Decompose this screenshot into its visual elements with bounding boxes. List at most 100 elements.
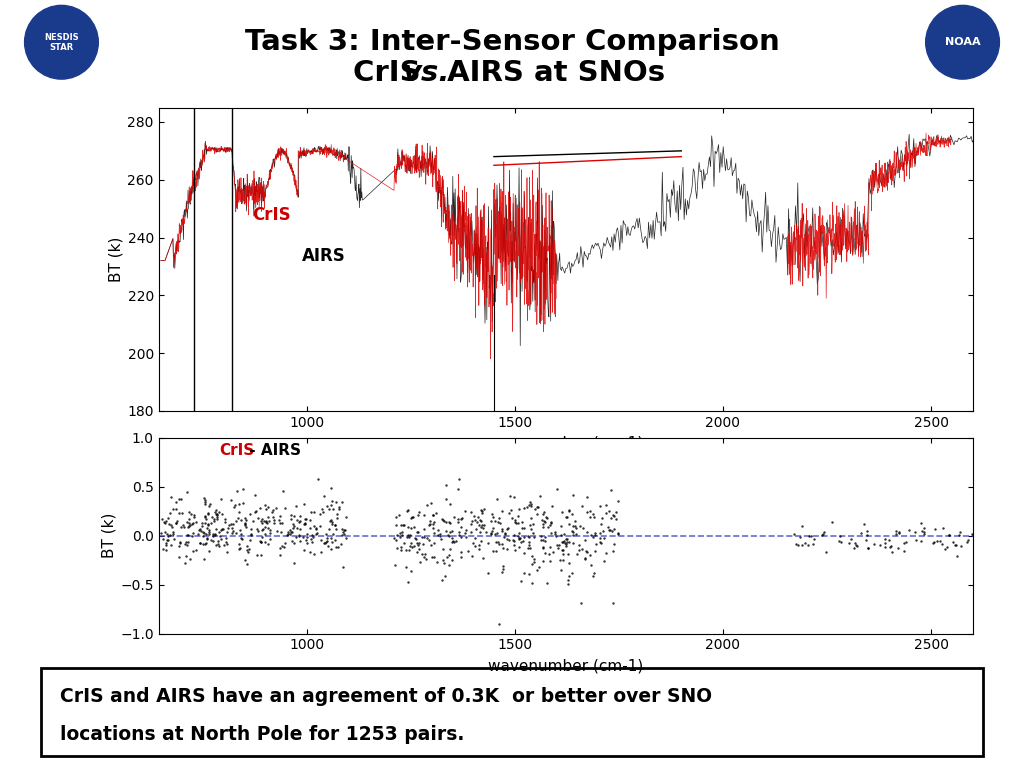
Point xyxy=(579,546,595,558)
Point xyxy=(534,530,550,542)
Point xyxy=(522,541,539,554)
Point xyxy=(215,522,231,535)
Point xyxy=(233,533,250,545)
Point xyxy=(514,535,530,547)
Point xyxy=(402,511,419,524)
Point xyxy=(288,531,304,544)
Point xyxy=(199,533,215,545)
Point xyxy=(561,505,578,517)
Point xyxy=(433,513,450,525)
Point xyxy=(168,496,184,508)
Point xyxy=(416,538,432,550)
Point xyxy=(318,532,335,545)
Point xyxy=(865,538,882,550)
Point xyxy=(402,540,419,552)
Point xyxy=(333,538,349,550)
Point xyxy=(511,503,527,515)
Point xyxy=(334,523,350,535)
Point xyxy=(429,556,445,568)
Point xyxy=(841,537,857,549)
Point xyxy=(877,541,893,554)
Point xyxy=(514,515,530,528)
Point xyxy=(199,532,215,545)
Point xyxy=(297,517,313,529)
Point xyxy=(513,575,529,588)
Point xyxy=(441,515,458,528)
Point xyxy=(253,515,269,527)
Point xyxy=(218,532,234,545)
Point xyxy=(537,535,553,547)
Point xyxy=(583,548,599,561)
Point xyxy=(209,511,225,523)
Point xyxy=(327,518,343,531)
Point xyxy=(561,557,578,569)
Point xyxy=(484,511,501,523)
Point xyxy=(253,536,269,548)
Point xyxy=(432,530,449,542)
Point xyxy=(407,532,423,545)
Point xyxy=(178,485,195,498)
Point xyxy=(257,528,273,541)
Point xyxy=(257,521,273,534)
Point xyxy=(490,535,507,548)
Point xyxy=(228,527,245,539)
Point xyxy=(550,541,566,554)
Point xyxy=(323,499,339,511)
Point xyxy=(426,537,442,549)
Point xyxy=(542,554,558,567)
Point xyxy=(559,511,575,523)
Point xyxy=(389,541,406,554)
Point xyxy=(573,499,590,511)
Point xyxy=(472,514,488,526)
Text: CrIS: CrIS xyxy=(252,206,291,224)
Point xyxy=(474,507,490,519)
Point xyxy=(207,505,223,518)
Point xyxy=(285,521,301,534)
Point xyxy=(338,511,354,524)
Point xyxy=(608,512,625,525)
Point xyxy=(325,503,341,515)
Point xyxy=(915,528,932,540)
Y-axis label: BT (k): BT (k) xyxy=(101,513,116,558)
Point xyxy=(495,563,511,575)
Point xyxy=(849,540,865,552)
Point xyxy=(391,509,408,521)
Point xyxy=(495,505,511,517)
Point xyxy=(193,537,209,549)
Point xyxy=(586,567,602,579)
Point xyxy=(564,525,581,537)
Point xyxy=(471,539,487,551)
Point xyxy=(583,558,599,571)
Point xyxy=(291,516,307,528)
Point xyxy=(242,535,258,547)
Point xyxy=(564,567,581,579)
Point xyxy=(323,542,339,554)
Point xyxy=(507,516,523,528)
Point xyxy=(321,503,337,515)
Point xyxy=(196,527,212,539)
Point xyxy=(259,517,275,529)
Point xyxy=(437,479,454,492)
Point xyxy=(948,550,965,562)
Point xyxy=(312,519,329,531)
Point xyxy=(208,505,224,517)
Point xyxy=(585,508,601,520)
Point xyxy=(891,527,907,539)
Point xyxy=(283,508,299,521)
Point xyxy=(913,517,930,529)
Point xyxy=(306,520,323,532)
Point xyxy=(472,525,488,538)
Point xyxy=(406,521,422,534)
Point xyxy=(444,535,461,548)
Point xyxy=(484,545,501,558)
Point xyxy=(458,524,474,536)
Point xyxy=(484,522,501,535)
Point xyxy=(161,518,177,530)
Point xyxy=(424,551,440,563)
Point xyxy=(304,529,321,541)
Point xyxy=(439,528,456,541)
X-axis label: wavenumber (cm-1): wavenumber (cm-1) xyxy=(488,658,643,673)
Point xyxy=(958,536,975,548)
Point xyxy=(209,508,225,521)
Point xyxy=(307,528,324,540)
